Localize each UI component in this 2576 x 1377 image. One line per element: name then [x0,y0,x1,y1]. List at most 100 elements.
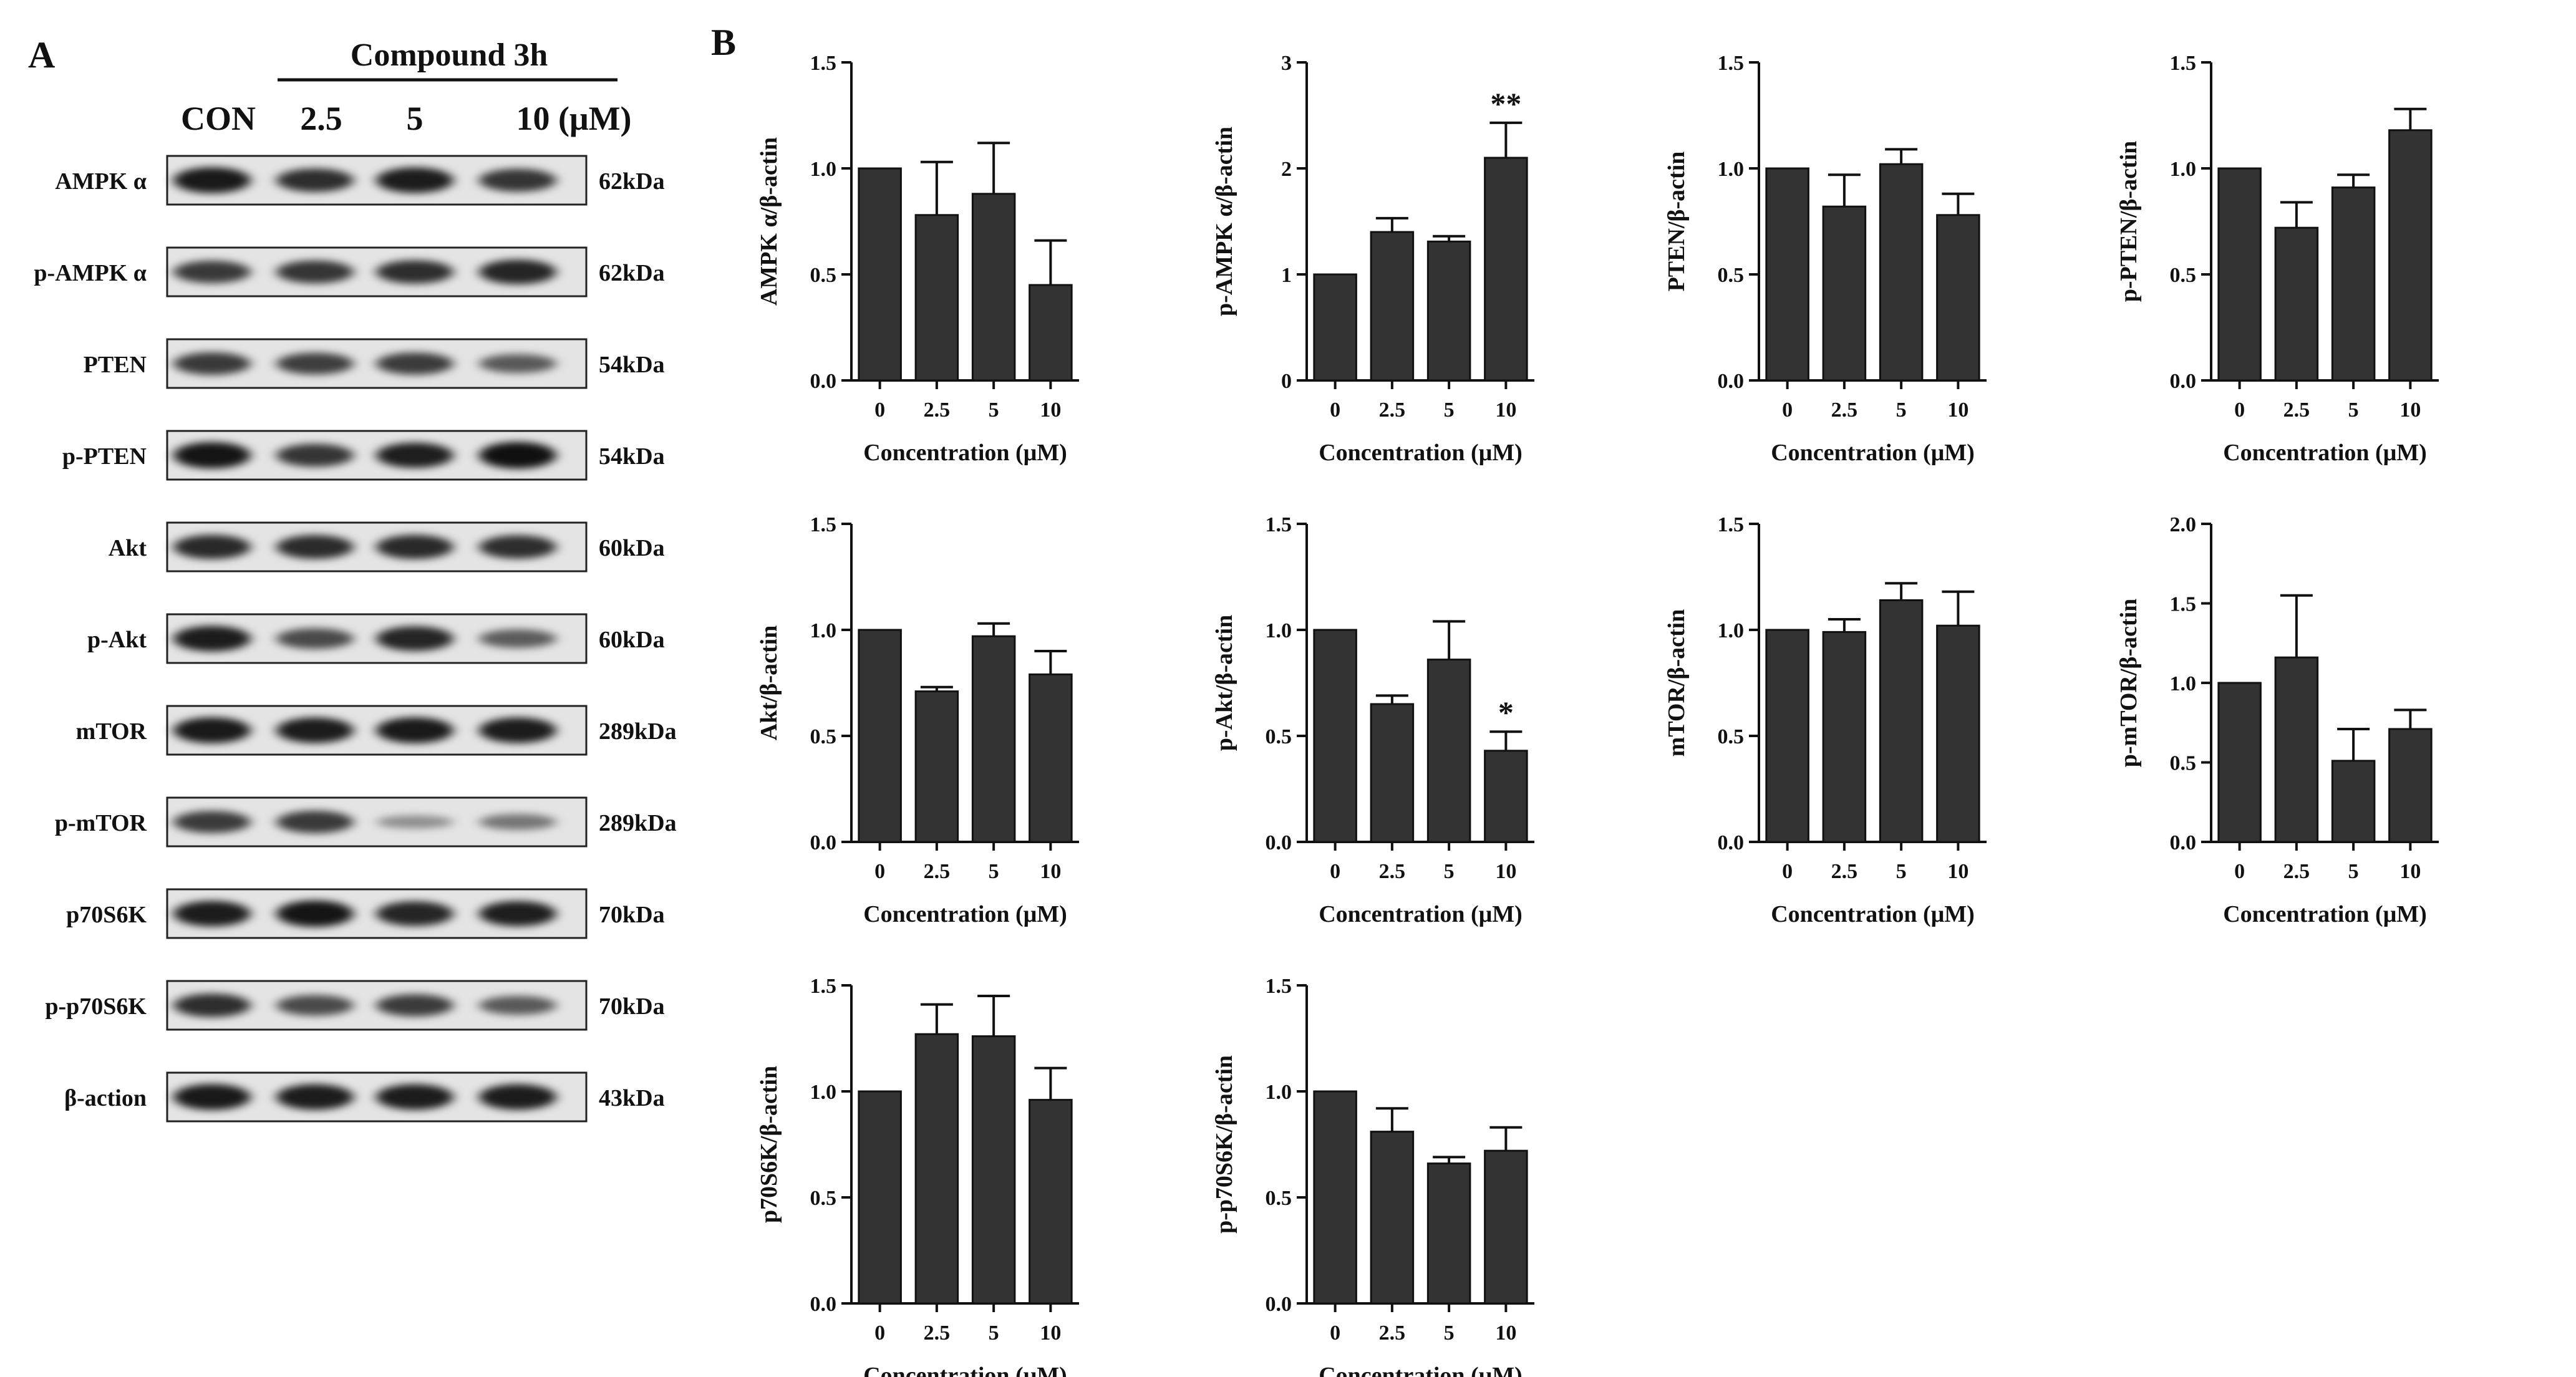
x-tick-label: 2.5 [1831,399,1858,422]
blot-row: Akt 60kDa [109,521,665,573]
x-tick-label: 5 [1444,399,1455,422]
blot-band [276,628,354,649]
y-tick-label: 0.0 [1718,370,1745,393]
bar [2274,656,2319,843]
x-tick-label: 0 [2234,860,2245,883]
x-axis-title: Concentration (μM) [863,440,1067,466]
blot-band [173,260,251,284]
bar-chart: 0.0 0.5 1.0 1.5 0 2.5 5 10 Concentration (μM) mTO… [1663,513,1987,927]
bar [1313,629,1357,843]
x-axis-title: Concentration (μM) [1319,901,1523,927]
x-tick-label: 5 [1444,860,1455,883]
bar [1029,1099,1073,1305]
blot-band [173,993,251,1017]
blot-row: AMPK α 62kDa [55,155,665,206]
blot-band [173,811,251,833]
bar [1426,240,1471,382]
x-tick-label: 10 [1495,1321,1516,1345]
bar [1484,157,1528,382]
bar [1936,624,1980,843]
x-axis-title: Concentration (μM) [2223,440,2427,466]
blot-band [276,534,354,559]
y-tick-label: 0.0 [1266,831,1292,854]
x-tick-label: 10 [1495,860,1516,883]
treatment-label: Compound 3h [351,37,548,73]
x-axis-title: Concentration (μM) [1771,440,1975,466]
x-tick-label: 10 [2399,399,2421,422]
y-tick-label: 1.5 [810,52,837,75]
blot-row: p-p70S6K 70kDa [45,980,665,1031]
bar-chart: 0.0 0.5 1.0 1.5 0 2.5 5 10 Concentration (μM) p-P… [2116,52,2439,466]
lane-label: CON [181,100,256,137]
blot-band [376,534,453,559]
x-tick-label: 2.5 [924,1321,951,1345]
bar [2331,760,2376,843]
bar [971,1035,1016,1305]
bar [2217,682,2262,843]
y-tick-label: 0.5 [2170,752,2197,775]
molecular-weight-label: 62kDa [599,168,665,195]
molecular-weight-label: 70kDa [599,902,665,928]
blot-band [276,900,354,927]
blot-band [376,167,453,193]
blot-row: p-Akt 60kDa [87,613,665,664]
x-tick-label: 5 [989,399,999,422]
bar [914,214,959,382]
y-tick-label: 0.5 [810,725,837,748]
x-axis-title: Concentration (μM) [1319,440,1523,466]
x-tick-label: 0 [1330,1321,1340,1345]
y-tick-label: 1.0 [1718,619,1745,642]
x-tick-label: 2.5 [1379,1321,1406,1345]
y-tick-label: 1 [1281,264,1292,287]
y-tick-label: 0.0 [2170,370,2197,393]
lane-label: 2.5 [300,100,342,137]
protein-label: Akt [109,535,147,561]
y-tick-label: 0.0 [810,1293,837,1316]
x-tick-label: 10 [1947,399,1968,422]
blot-row: p-mTOR 289kDa [55,796,677,848]
blot-band [479,717,556,743]
y-tick-label: 1.0 [810,158,837,181]
y-tick-label: 0.5 [2170,264,2197,287]
bar [1765,629,1809,843]
x-tick-label: 0 [2234,399,2245,422]
y-tick-label: 1.0 [1266,1081,1292,1104]
blot-band [479,995,556,1015]
bar [914,1033,959,1305]
molecular-weight-label: 54kDa [599,352,665,378]
blot-band [376,1084,453,1110]
x-tick-label: 0 [1330,399,1340,422]
x-tick-label: 5 [1896,860,1907,883]
y-tick-label: 1.5 [2170,52,2197,75]
x-axis-title: Concentration (μM) [1319,1363,1523,1377]
blot-band [173,626,251,652]
x-tick-label: 2.5 [924,399,951,422]
molecular-weight-label: 289kDa [599,810,677,836]
blot-band [276,810,354,834]
x-tick-label: 10 [2399,860,2421,883]
x-tick-label: 0 [1330,860,1340,883]
x-tick-label: 0 [1782,399,1793,422]
panel-b-label: B [711,22,736,63]
blot-band [479,814,556,830]
x-tick-label: 10 [1947,860,1968,883]
blot-band [479,259,556,284]
y-tick-label: 1.0 [1718,158,1745,181]
x-tick-label: 0 [874,1321,885,1345]
panel-a-label: A [28,34,55,75]
bar [1822,205,1867,382]
bar [1484,750,1528,843]
bar [858,167,902,382]
blot-band [376,442,453,468]
y-axis-title: p-p70S6K/β-actin [1211,1055,1237,1234]
y-axis-title: Akt/β-actin [756,626,782,741]
protein-label: p-mTOR [55,810,147,836]
y-tick-label: 2 [1281,158,1292,181]
x-tick-label: 0 [874,860,885,883]
significance-marker: * [1498,695,1514,730]
protein-label: p-Akt [87,627,147,653]
x-tick-label: 2.5 [924,860,951,883]
blot-band [173,442,251,469]
bar [2388,728,2433,843]
blot-band [479,901,556,927]
